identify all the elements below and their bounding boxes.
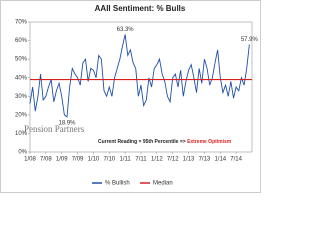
x-tick-label: 7/09 bbox=[72, 157, 84, 163]
y-tick-label: 30% bbox=[15, 94, 28, 100]
x-tick-label: 1/13 bbox=[183, 157, 195, 163]
legend-label: Median bbox=[153, 181, 173, 187]
x-tick-label: 7/13 bbox=[199, 157, 211, 163]
x-tick-label: 1/12 bbox=[151, 157, 163, 163]
x-tick-label: 7/08 bbox=[40, 157, 52, 163]
x-tick-label: 1/14 bbox=[214, 157, 226, 163]
logo: Pension Partners bbox=[24, 124, 85, 134]
annotation: 63.3% bbox=[117, 27, 135, 33]
x-tick-label: 1/11 bbox=[120, 157, 132, 163]
y-tick-label: 70% bbox=[15, 20, 28, 26]
x-tick-label: 7/14 bbox=[230, 157, 242, 163]
y-tick-label: 20% bbox=[15, 112, 28, 118]
chart-title: AAII Sentiment: % Bulls bbox=[95, 4, 186, 13]
x-tick-label: 7/10 bbox=[103, 157, 115, 163]
x-tick-label: 7/12 bbox=[167, 157, 179, 163]
legend-label: % Bullish bbox=[105, 181, 130, 187]
note: Current Reading = 95th Percentile => Ext… bbox=[98, 139, 232, 145]
y-tick-label: 10% bbox=[15, 131, 28, 137]
data-line bbox=[29, 34, 250, 118]
annotation: 57.9% bbox=[241, 37, 259, 43]
annotation: 18.9% bbox=[58, 120, 76, 126]
y-tick-label: 50% bbox=[15, 57, 28, 63]
x-tick-label: 1/09 bbox=[56, 157, 68, 163]
note-text: Current Reading = 95th Percentile => bbox=[98, 139, 186, 145]
y-tick-label: 40% bbox=[15, 75, 28, 81]
y-tick-label: 0% bbox=[18, 150, 27, 156]
x-tick-label: 7/11 bbox=[135, 157, 147, 163]
x-tick-label: 1/08 bbox=[24, 157, 36, 163]
note-highlight: Extreme Optimism bbox=[187, 139, 232, 145]
y-tick-label: 60% bbox=[15, 38, 28, 44]
chart: AAII Sentiment: % Bulls Pension Partners… bbox=[0, 0, 261, 193]
x-tick-label: 1/10 bbox=[88, 157, 100, 163]
frame bbox=[0, 0, 261, 193]
